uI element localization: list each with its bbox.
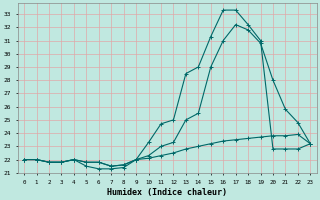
X-axis label: Humidex (Indice chaleur): Humidex (Indice chaleur) <box>107 188 227 197</box>
